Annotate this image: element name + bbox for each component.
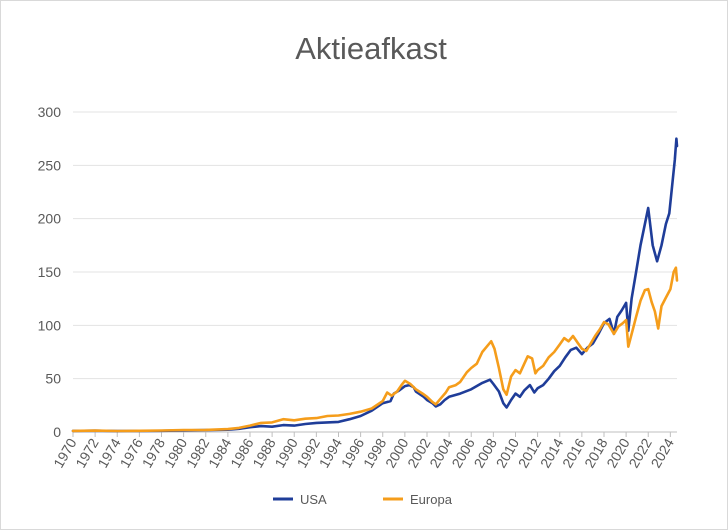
x-axis: 1970197219741976197819801982198419861988… [50, 432, 677, 470]
x-tick-label: 2024 [648, 435, 678, 470]
chart-title: Aktieafkast [295, 31, 447, 66]
y-tick-label: 100 [38, 317, 62, 333]
series-layer [71, 137, 679, 433]
legend-label-usa: USA [300, 492, 327, 507]
y-tick-label: 250 [38, 157, 62, 173]
legend-label-europa: Europa [410, 492, 453, 507]
y-tick-label: 0 [53, 424, 61, 440]
y-tick-label: 300 [38, 104, 62, 120]
y-tick-label: 150 [38, 264, 62, 280]
legend: USA Europa [273, 492, 453, 507]
series-line-usa [71, 137, 679, 433]
gridlines [73, 111, 677, 433]
y-axis: 0 50 100 150 200 250 300 [38, 104, 62, 440]
y-tick-label: 200 [38, 211, 62, 227]
y-tick-label: 50 [45, 371, 61, 387]
series-line-europa [71, 266, 679, 433]
